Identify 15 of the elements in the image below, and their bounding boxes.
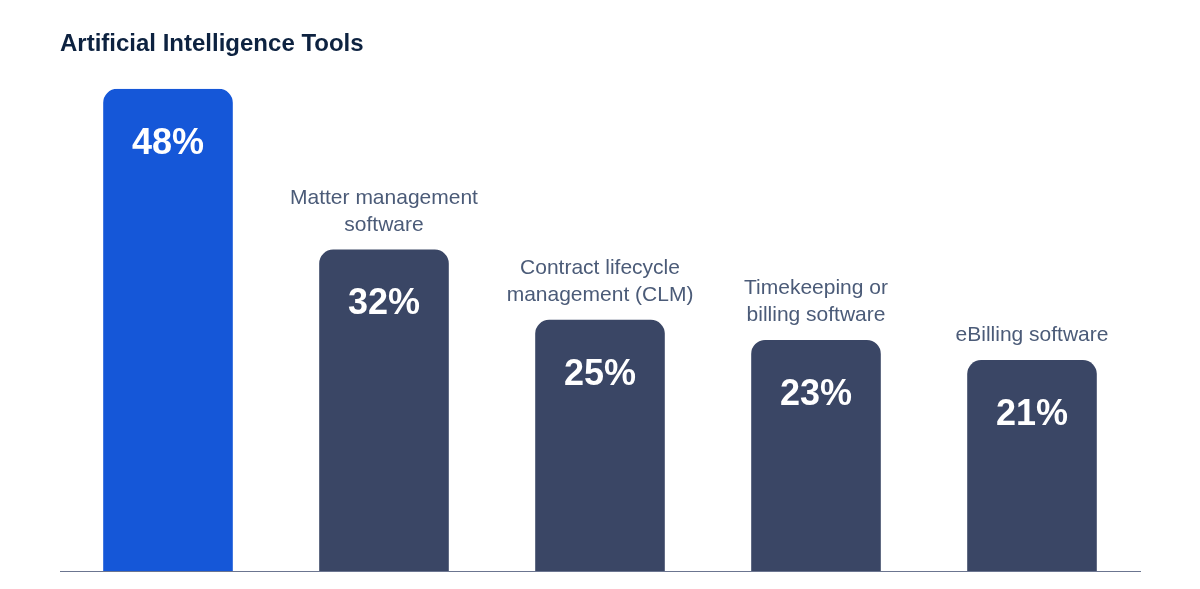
bar — [103, 88, 233, 571]
x-tick-label: eBilling software — [955, 322, 1109, 346]
data-label: 32% — [347, 281, 421, 323]
x-tick-label: Matter management software — [290, 184, 479, 235]
data-label: 23% — [779, 371, 853, 413]
data-label: 25% — [563, 351, 637, 393]
x-tick-label: Contract lifecycle management (CLM) — [506, 255, 694, 306]
bar — [751, 339, 881, 571]
chart-title: Artificial Intelligence Tools — [60, 29, 364, 57]
bar — [535, 319, 665, 571]
bar — [967, 360, 1097, 571]
data-label: 48% — [131, 120, 205, 162]
x-tick-label: Timekeeping or billing software — [744, 275, 888, 326]
bar — [319, 249, 449, 571]
data-label: 21% — [995, 391, 1069, 433]
